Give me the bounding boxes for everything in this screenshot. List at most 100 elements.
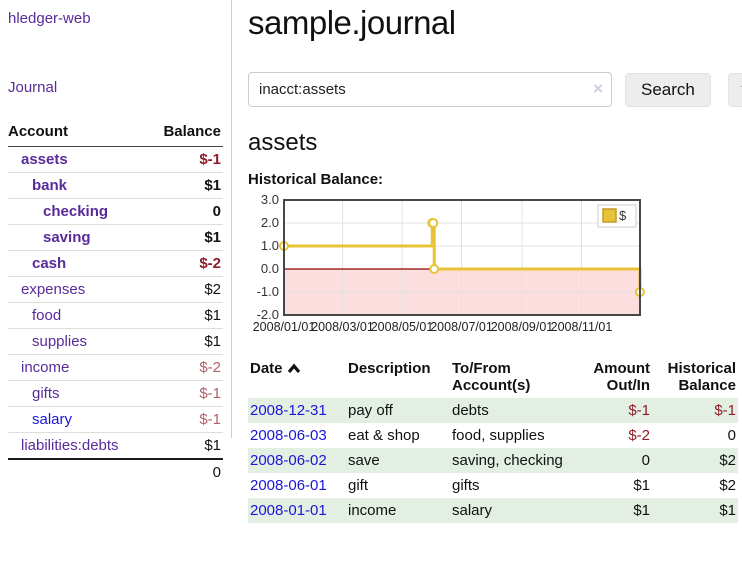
x-tick-label: 2008/11/01 xyxy=(551,320,613,334)
transaction-description: save xyxy=(346,448,450,473)
register-row[interactable]: 2008-06-03 eat & shop food, supplies $-2 0 xyxy=(248,423,738,448)
transaction-amount: $1 xyxy=(633,477,650,494)
account-link-income[interactable]: income xyxy=(21,359,70,376)
register-header-amount: Amount Out/In xyxy=(593,360,650,394)
register-header-date[interactable]: Date xyxy=(248,358,346,398)
transaction-description: eat & shop xyxy=(348,427,420,444)
account-row: salary $-1 xyxy=(8,406,223,433)
account-link-saving[interactable]: saving xyxy=(43,229,91,246)
transaction-accounts: salary xyxy=(450,498,576,523)
transaction-description: pay off xyxy=(346,398,450,423)
accounts-total-row: 0 xyxy=(8,458,223,485)
transaction-date-link[interactable]: 2008-06-03 xyxy=(250,427,327,444)
account-link-expenses[interactable]: expenses xyxy=(21,281,86,298)
x-tick-label: 2008/03/01 xyxy=(311,320,374,334)
account-link-salary[interactable]: salary xyxy=(32,411,73,428)
x-tick-label: 2008/07/01 xyxy=(430,320,493,334)
register-row[interactable]: 2008-06-02 save saving, checking 0 $2 xyxy=(248,448,738,473)
search-row: × Search ? xyxy=(248,72,742,107)
clear-search-icon[interactable]: × xyxy=(593,79,603,98)
transaction-date: 2008-06-01 xyxy=(248,473,346,498)
transaction-description: income xyxy=(346,498,450,523)
transaction-accounts: gifts xyxy=(452,477,480,494)
transaction-date-link[interactable]: 2008-01-01 xyxy=(250,502,327,519)
transaction-accounts: saving, checking xyxy=(450,448,576,473)
transaction-amount: 0 xyxy=(576,448,652,473)
account-balance: $1 xyxy=(147,302,223,329)
account-balance: $-1 xyxy=(147,380,223,407)
transaction-balance: 0 xyxy=(727,427,736,444)
account-row: saving $1 xyxy=(8,224,223,251)
transaction-date-link[interactable]: 2008-06-01 xyxy=(250,477,327,494)
account-heading: assets xyxy=(248,129,318,156)
transaction-date-link[interactable]: 2008-12-31 xyxy=(250,402,327,419)
legend-label: $ xyxy=(619,208,627,223)
y-tick-label: 0.0 xyxy=(261,261,279,276)
account-row: checking 0 xyxy=(8,198,223,225)
register-row[interactable]: 2008-06-01 gift gifts $1 $2 xyxy=(248,473,738,498)
account-row: liabilities:debts $1 xyxy=(8,432,223,459)
account-link-assets[interactable]: assets xyxy=(21,151,68,168)
plot-border xyxy=(283,199,641,316)
transaction-amount: $-2 xyxy=(628,427,650,444)
register-header-balance: Historical Balance xyxy=(667,360,736,394)
transaction-date: 2008-06-02 xyxy=(248,448,346,473)
accounts-header-account: Account xyxy=(8,120,148,147)
legend-swatch xyxy=(602,208,617,223)
transaction-balance: $1 xyxy=(652,498,738,523)
data-point-marker xyxy=(429,264,440,274)
account-balance: 0 xyxy=(147,198,223,225)
data-point-marker xyxy=(428,218,439,228)
account-link-supplies[interactable]: supplies xyxy=(32,333,88,350)
transaction-amount: $1 xyxy=(576,498,652,523)
y-tick-label: -2.0 xyxy=(257,307,279,322)
account-row: supplies $1 xyxy=(8,328,223,355)
accounts-table: Account Balance assets $-1 bank $1 checking 0… xyxy=(8,120,223,485)
account-row: gifts $-1 xyxy=(8,380,223,407)
account-balance: $-2 xyxy=(147,354,223,381)
sidebar-item-journal[interactable]: Journal xyxy=(8,79,58,96)
transaction-accounts: food, supplies xyxy=(452,427,545,444)
x-tick-label: 2008/05/01 xyxy=(371,320,434,334)
register-row[interactable]: 2008-01-01 income salary $1 $1 xyxy=(248,498,738,523)
account-row: food $1 xyxy=(8,302,223,329)
account-link-checking[interactable]: checking xyxy=(43,203,109,220)
account-balance: $1 xyxy=(147,172,223,199)
search-input[interactable] xyxy=(248,72,612,107)
accounts-header-balance: Balance xyxy=(147,120,223,147)
transaction-description: gift xyxy=(348,477,369,494)
app-brand-link[interactable]: hledger-web xyxy=(8,10,91,27)
account-link-liabilities-debts[interactable]: liabilities:debts xyxy=(21,437,119,454)
register-row[interactable]: 2008-12-31 pay off debts $-1 $-1 xyxy=(248,398,738,423)
account-link-bank[interactable]: bank xyxy=(32,177,68,194)
sort-ascending-icon xyxy=(287,361,301,378)
sidebar: hledger-web Journal Account Balance asse… xyxy=(0,0,232,485)
transaction-accounts: debts xyxy=(450,398,576,423)
register-table: Date Description To/From Account(s) Amou… xyxy=(248,358,738,523)
account-row: cash $-2 xyxy=(8,250,223,277)
transaction-balance: $2 xyxy=(652,448,738,473)
transaction-date: 2008-12-31 xyxy=(248,398,346,423)
y-tick-label: 1.0 xyxy=(261,238,279,253)
page-title: sample.journal xyxy=(248,4,456,41)
chart-title: Historical Balance: xyxy=(248,171,384,188)
account-link-food[interactable]: food xyxy=(32,307,62,324)
account-balance: $2 xyxy=(147,276,223,303)
y-tick-label: 2.0 xyxy=(261,215,279,230)
transaction-date-link[interactable]: 2008-06-02 xyxy=(250,452,327,469)
x-tick-label: 2008/09/01 xyxy=(491,320,554,334)
account-balance: $1 xyxy=(147,432,223,459)
account-link-gifts[interactable]: gifts xyxy=(32,385,60,402)
transaction-balance: $-1 xyxy=(652,398,738,423)
account-balance: $1 xyxy=(147,328,223,355)
main-content: sample.journal × Search ? assets Histori… xyxy=(232,0,742,582)
register-header-row: Date Description To/From Account(s) Amou… xyxy=(248,358,738,398)
register-header-accounts: To/From Account(s) xyxy=(452,360,531,394)
search-field-wrap: × xyxy=(248,72,612,107)
account-balance: $-1 xyxy=(199,151,221,168)
search-button[interactable]: Search xyxy=(625,72,711,107)
help-button[interactable]: ? xyxy=(727,72,742,107)
account-link-cash[interactable]: cash xyxy=(32,255,67,272)
account-balance: $-2 xyxy=(147,250,223,277)
historical-balance-chart: 3.0 2.0 1.0 0.0 -1.0 -2.0 2008/01/01 2008/03/01… xyxy=(248,194,660,344)
